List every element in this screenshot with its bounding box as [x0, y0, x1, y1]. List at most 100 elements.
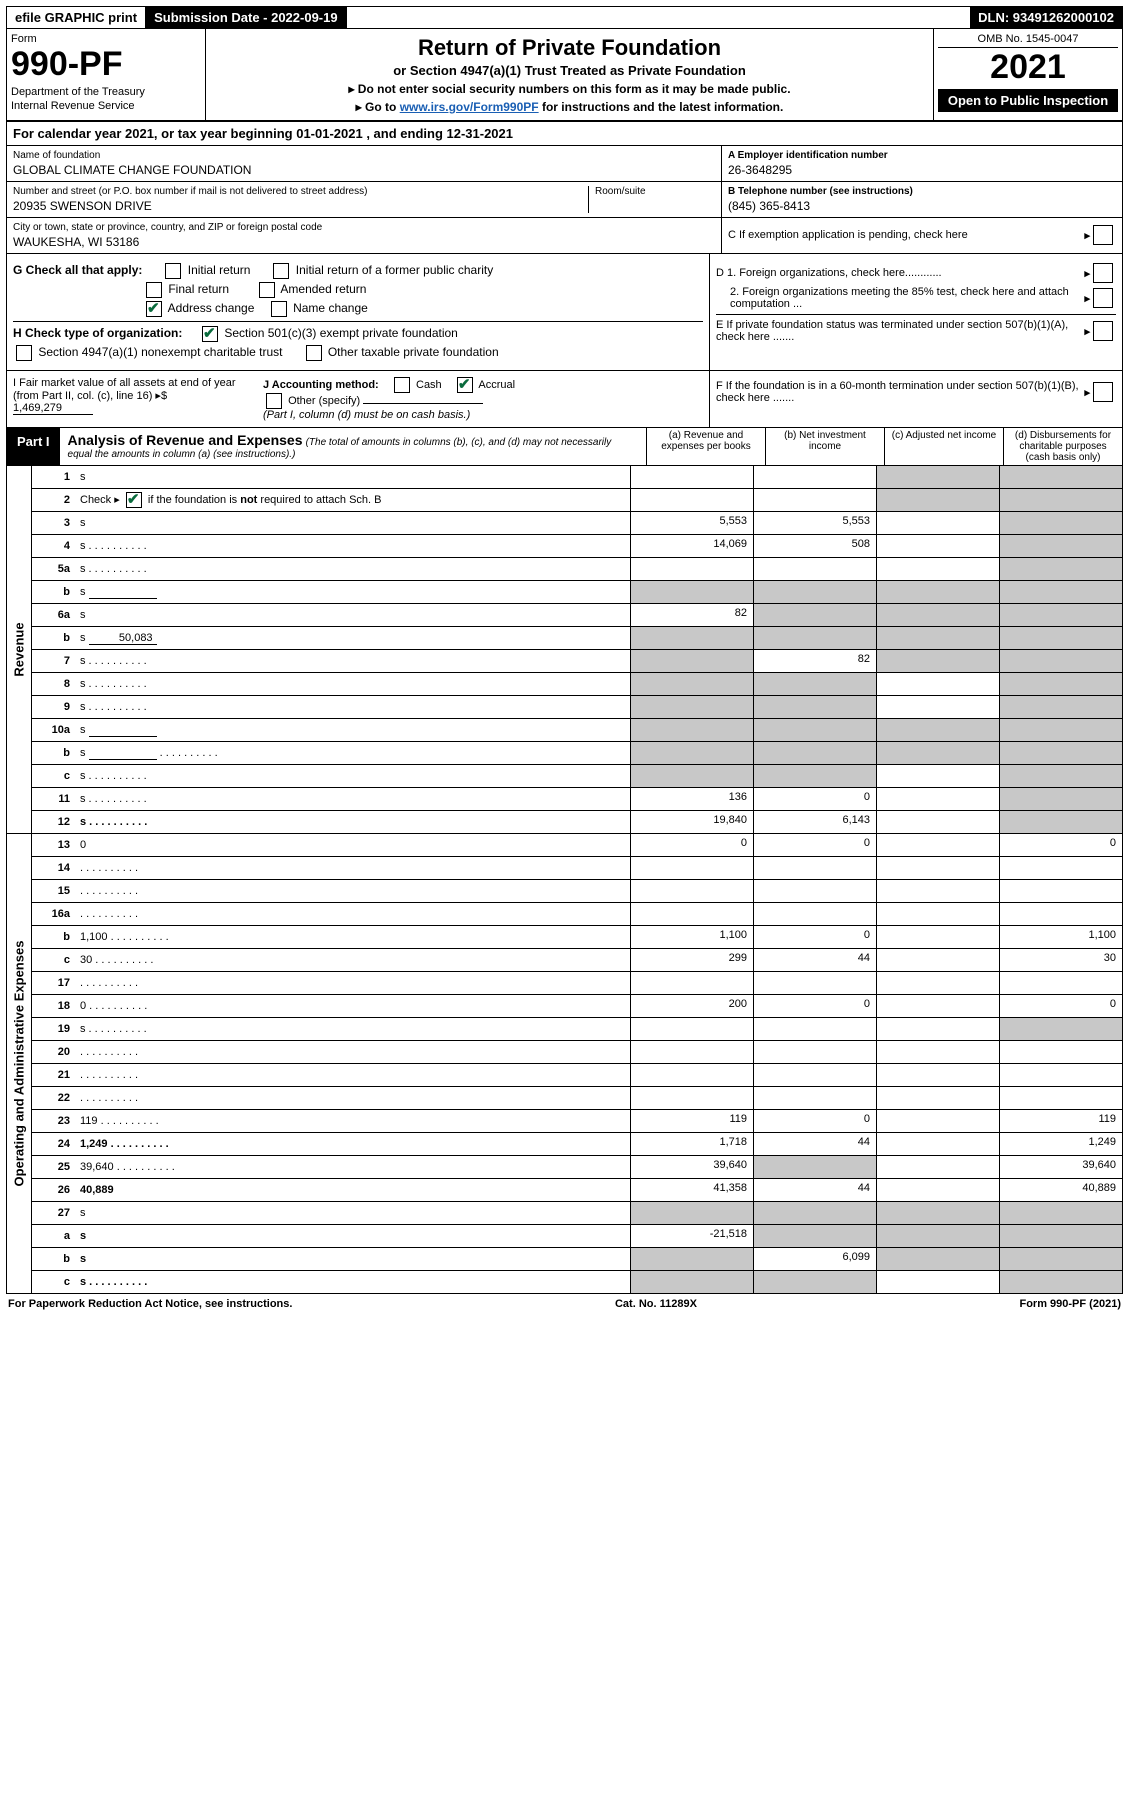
form-title: Return of Private Foundation [216, 35, 923, 61]
table-row: 2Check ▸ if the foundation is not requir… [32, 489, 1122, 512]
f-checkbox[interactable] [1093, 382, 1113, 402]
foundation-name: GLOBAL CLIMATE CHANGE FOUNDATION [13, 163, 715, 177]
expenses-sidebar: Operating and Administrative Expenses [7, 834, 32, 1293]
table-row: 3s5,5535,553 [32, 512, 1122, 535]
expenses-section: Operating and Administrative Expenses 13… [6, 834, 1123, 1294]
table-row: 22 [32, 1087, 1122, 1110]
part1-title: Analysis of Revenue and Expenses [68, 432, 303, 448]
table-row: b1,1001,10001,100 [32, 926, 1122, 949]
table-row: 16a [32, 903, 1122, 926]
table-row: bs [32, 581, 1122, 604]
table-row: cs [32, 765, 1122, 788]
col-d-header: (d) Disbursements for charitable purpose… [1003, 428, 1122, 465]
part1-header: Part I Analysis of Revenue and Expenses … [6, 428, 1123, 466]
table-row: 5as [32, 558, 1122, 581]
table-row: 27s [32, 1202, 1122, 1225]
i-value: 1,469,279 [13, 402, 93, 415]
table-row: 12s19,8406,143 [32, 811, 1122, 833]
h-501c3-checkbox[interactable] [202, 326, 218, 342]
f-label: F If the foundation is in a 60-month ter… [716, 380, 1084, 404]
e-checkbox[interactable] [1093, 321, 1113, 341]
table-row: 130000 [32, 834, 1122, 857]
d1-label: D 1. Foreign organizations, check here..… [716, 267, 1084, 279]
room-label: Room/suite [595, 186, 715, 197]
table-row: 11s1360 [32, 788, 1122, 811]
calendar-year-row: For calendar year 2021, or tax year begi… [6, 122, 1123, 146]
h-other-taxable-checkbox[interactable] [306, 345, 322, 361]
table-row: 231191190119 [32, 1110, 1122, 1133]
form990pf-link[interactable]: www.irs.gov/Form990PF [400, 100, 539, 114]
d2-checkbox[interactable] [1093, 288, 1113, 308]
schb-not-required-checkbox[interactable] [126, 492, 142, 508]
g-final-return-checkbox[interactable] [146, 282, 162, 298]
g-initial-return-checkbox[interactable] [165, 263, 181, 279]
tax-year: 2021 [938, 48, 1118, 87]
form-label: Form [11, 33, 201, 45]
table-row: 20 [32, 1041, 1122, 1064]
col-c-header: (c) Adjusted net income [884, 428, 1003, 465]
g-address-change-checkbox[interactable] [146, 301, 162, 317]
table-row: bs6,099 [32, 1248, 1122, 1271]
entity-info: Name of foundation GLOBAL CLIMATE CHANGE… [6, 146, 1123, 254]
g-amended-return-checkbox[interactable] [259, 282, 275, 298]
table-row: 19s [32, 1018, 1122, 1041]
g-label: G Check all that apply: [13, 263, 142, 277]
table-row: 15 [32, 880, 1122, 903]
form-subtitle: or Section 4947(a)(1) Trust Treated as P… [216, 63, 923, 78]
table-row: 10as [32, 719, 1122, 742]
phone-value: (845) 365-8413 [728, 199, 1116, 213]
e-label: E If private foundation status was termi… [716, 319, 1084, 343]
h-4947-checkbox[interactable] [16, 345, 32, 361]
revenue-section: Revenue 1s2Check ▸ if the foundation is … [6, 466, 1123, 834]
top-bar: efile GRAPHIC print Submission Date - 20… [6, 6, 1123, 29]
check-block-gh: G Check all that apply: Initial return I… [6, 254, 1123, 371]
table-row: 2640,88941,3584440,889 [32, 1179, 1122, 1202]
form-header: Form 990-PF Department of the Treasury I… [6, 29, 1123, 122]
part1-label: Part I [7, 428, 60, 465]
j-other-checkbox[interactable] [266, 393, 282, 409]
form-number: 990-PF [11, 45, 201, 84]
table-row: 4s14,069508 [32, 535, 1122, 558]
table-row: 14 [32, 857, 1122, 880]
page-footer: For Paperwork Reduction Act Notice, see … [6, 1294, 1123, 1314]
j-label: J Accounting method: [263, 379, 379, 391]
table-row: 8s [32, 673, 1122, 696]
submission-date: Submission Date - 2022-09-19 [146, 7, 347, 28]
table-row: c302994430 [32, 949, 1122, 972]
table-row: 2539,64039,64039,640 [32, 1156, 1122, 1179]
table-row: 1s [32, 466, 1122, 489]
table-row: as-21,518 [32, 1225, 1122, 1248]
i-label: I Fair market value of all assets at end… [13, 377, 236, 402]
open-to-public: Open to Public Inspection [938, 89, 1118, 112]
h-label: H Check type of organization: [13, 326, 182, 340]
col-a-header: (a) Revenue and expenses per books [646, 428, 765, 465]
footer-left: For Paperwork Reduction Act Notice, see … [8, 1298, 292, 1310]
footer-mid: Cat. No. 11289X [615, 1298, 697, 1310]
exemption-pending-label: C If exemption application is pending, c… [728, 229, 1084, 241]
foundation-name-label: Name of foundation [13, 150, 715, 161]
exemption-pending-checkbox[interactable] [1093, 225, 1113, 245]
efile-label[interactable]: efile GRAPHIC print [7, 7, 146, 28]
table-row: 18020000 [32, 995, 1122, 1018]
d1-checkbox[interactable] [1093, 263, 1113, 283]
table-row: 21 [32, 1064, 1122, 1087]
table-row: 9s [32, 696, 1122, 719]
table-row: cs [32, 1271, 1122, 1293]
irs-label: Internal Revenue Service [11, 100, 201, 112]
form-note-2: ▸ Go to www.irs.gov/Form990PF for instru… [216, 100, 923, 114]
address-value: 20935 SWENSON DRIVE [13, 199, 582, 213]
dept-label: Department of the Treasury [11, 86, 201, 98]
table-row: 17 [32, 972, 1122, 995]
city-label: City or town, state or province, country… [13, 222, 715, 233]
g-name-change-checkbox[interactable] [271, 301, 287, 317]
table-row: 241,2491,718441,249 [32, 1133, 1122, 1156]
g-initial-return-former-checkbox[interactable] [273, 263, 289, 279]
table-row: 6as82 [32, 604, 1122, 627]
d2-label: 2. Foreign organizations meeting the 85%… [716, 286, 1084, 310]
col-b-header: (b) Net investment income [765, 428, 884, 465]
address-label: Number and street (or P.O. box number if… [13, 186, 582, 197]
j-cash-checkbox[interactable] [394, 377, 410, 393]
form-note-1: ▸ Do not enter social security numbers o… [216, 82, 923, 96]
j-accrual-checkbox[interactable] [457, 377, 473, 393]
ein-value: 26-3648295 [728, 163, 1116, 177]
